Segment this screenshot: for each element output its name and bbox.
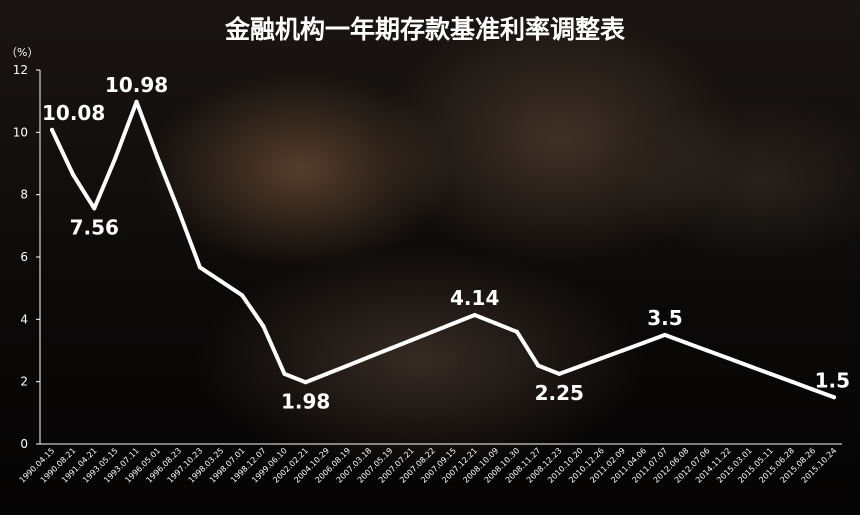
data-label: 1.5 [815,368,850,392]
data-point [155,155,160,160]
chart-title: 金融机构一年期存款基准利率调整表 [224,15,626,44]
data-point [641,340,646,345]
data-point [367,355,372,360]
data-label: 3.5 [647,306,682,330]
data-point [71,172,76,177]
series-points [50,99,836,400]
y-tick-label: 8 [20,188,28,202]
data-point [789,379,794,384]
data-point [620,348,625,353]
data-label: 10.98 [105,73,168,97]
data-labels: 10.08 7.56 10.98 1.98 4.14 2.25 3.5 1.5 [42,73,850,414]
data-point [282,371,287,376]
data-label: 4.14 [450,286,499,310]
data-point [832,395,836,400]
data-point [261,324,266,329]
data-point [388,346,393,351]
data-point [514,329,519,334]
series-line [50,99,836,400]
data-point [345,363,350,368]
data-label: 2.25 [535,381,584,405]
x-axis-ticks: 1990.04.151990.08.211991.04.211993.05.15… [18,446,839,485]
y-tick-label: 6 [20,250,28,264]
y-tick-label: 12 [13,63,28,77]
y-axis-ticks: 0 2 4 6 8 10 12 [13,63,40,451]
data-point [409,338,414,343]
data-point [768,371,773,376]
data-point [493,321,498,326]
data-point [472,312,477,317]
data-point [113,155,118,160]
data-point [176,209,181,214]
data-label: 10.08 [42,101,105,125]
y-tick-label: 10 [13,125,28,139]
data-point [810,387,815,392]
data-point [219,279,224,284]
data-point [50,127,54,132]
data-point [726,356,731,361]
data-point [662,332,667,337]
data-point [536,363,541,368]
data-point [324,371,329,376]
data-point [599,356,604,361]
data-point [557,371,562,376]
y-axis-unit-label: （%） [6,46,38,59]
y-tick-label: 2 [20,375,28,389]
data-point [303,380,308,385]
data-label: 1.98 [281,389,330,413]
data-point [240,293,245,298]
data-point [430,329,435,334]
data-point [747,364,752,369]
data-point [578,364,583,369]
data-point [451,321,456,326]
data-point [134,99,139,104]
data-point [705,348,710,353]
y-tick-label: 4 [20,312,28,326]
data-point [684,340,689,345]
y-tick-label: 0 [20,437,28,451]
data-point [197,265,202,270]
data-label: 7.56 [70,215,119,239]
data-point [92,206,97,211]
